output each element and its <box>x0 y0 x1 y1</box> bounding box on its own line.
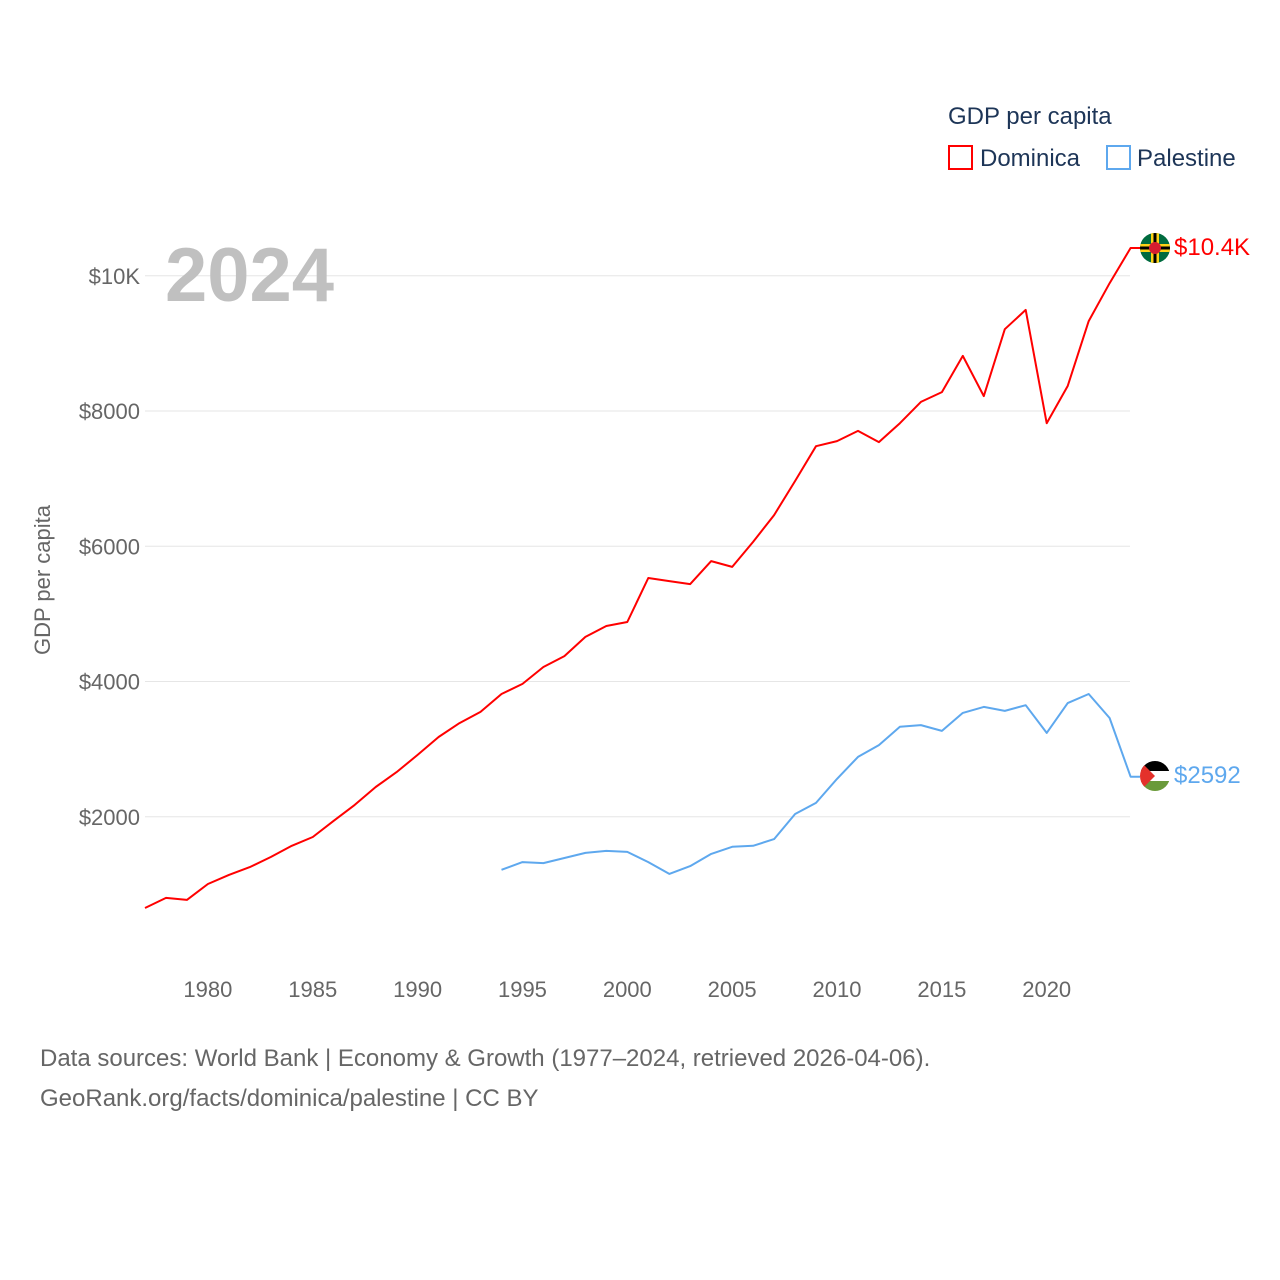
legend-label-palestine: Palestine <box>1137 145 1236 172</box>
dominica-end-label: $10.4K <box>1174 234 1250 261</box>
legend-title: GDP per capita <box>948 103 1112 130</box>
x-tick-label: 2010 <box>813 977 862 1002</box>
y-tick-label: $8000 <box>79 399 140 424</box>
x-tick-label: 2015 <box>917 977 966 1002</box>
y-tick-label: $4000 <box>79 670 140 695</box>
dominica-flag-icon <box>1140 233 1170 263</box>
x-tick-label: 1995 <box>498 977 547 1002</box>
x-tick-label: 1980 <box>183 977 232 1002</box>
y-tick-label: $10K <box>89 264 141 289</box>
x-tick-label: 2000 <box>603 977 652 1002</box>
x-tick-label: 1990 <box>393 977 442 1002</box>
palestine-end-label: $2592 <box>1174 762 1241 789</box>
palestine-flag-icon <box>1140 761 1170 791</box>
footer-attribution: GeoRank.org/facts/dominica/palestine | C… <box>40 1085 539 1112</box>
footer-sources: Data sources: World Bank | Economy & Gro… <box>40 1045 931 1072</box>
y-axis-label: GDP per capita <box>30 504 55 655</box>
series-line-dominica <box>144 247 1140 909</box>
series-line-palestine <box>501 693 1140 875</box>
y-tick-label: $6000 <box>79 534 140 559</box>
legend-swatch-dominica <box>948 145 973 170</box>
legend-label-dominica: Dominica <box>980 145 1081 172</box>
x-tick-label: 1985 <box>288 977 337 1002</box>
legend-swatch-palestine <box>1106 145 1131 170</box>
y-tick-label: $2000 <box>79 805 140 830</box>
x-tick-label: 2020 <box>1022 977 1071 1002</box>
year-label: 2024 <box>165 233 334 318</box>
legend: GDP per capita Dominica Palestine <box>948 103 1236 172</box>
x-tick-label: 2005 <box>708 977 757 1002</box>
